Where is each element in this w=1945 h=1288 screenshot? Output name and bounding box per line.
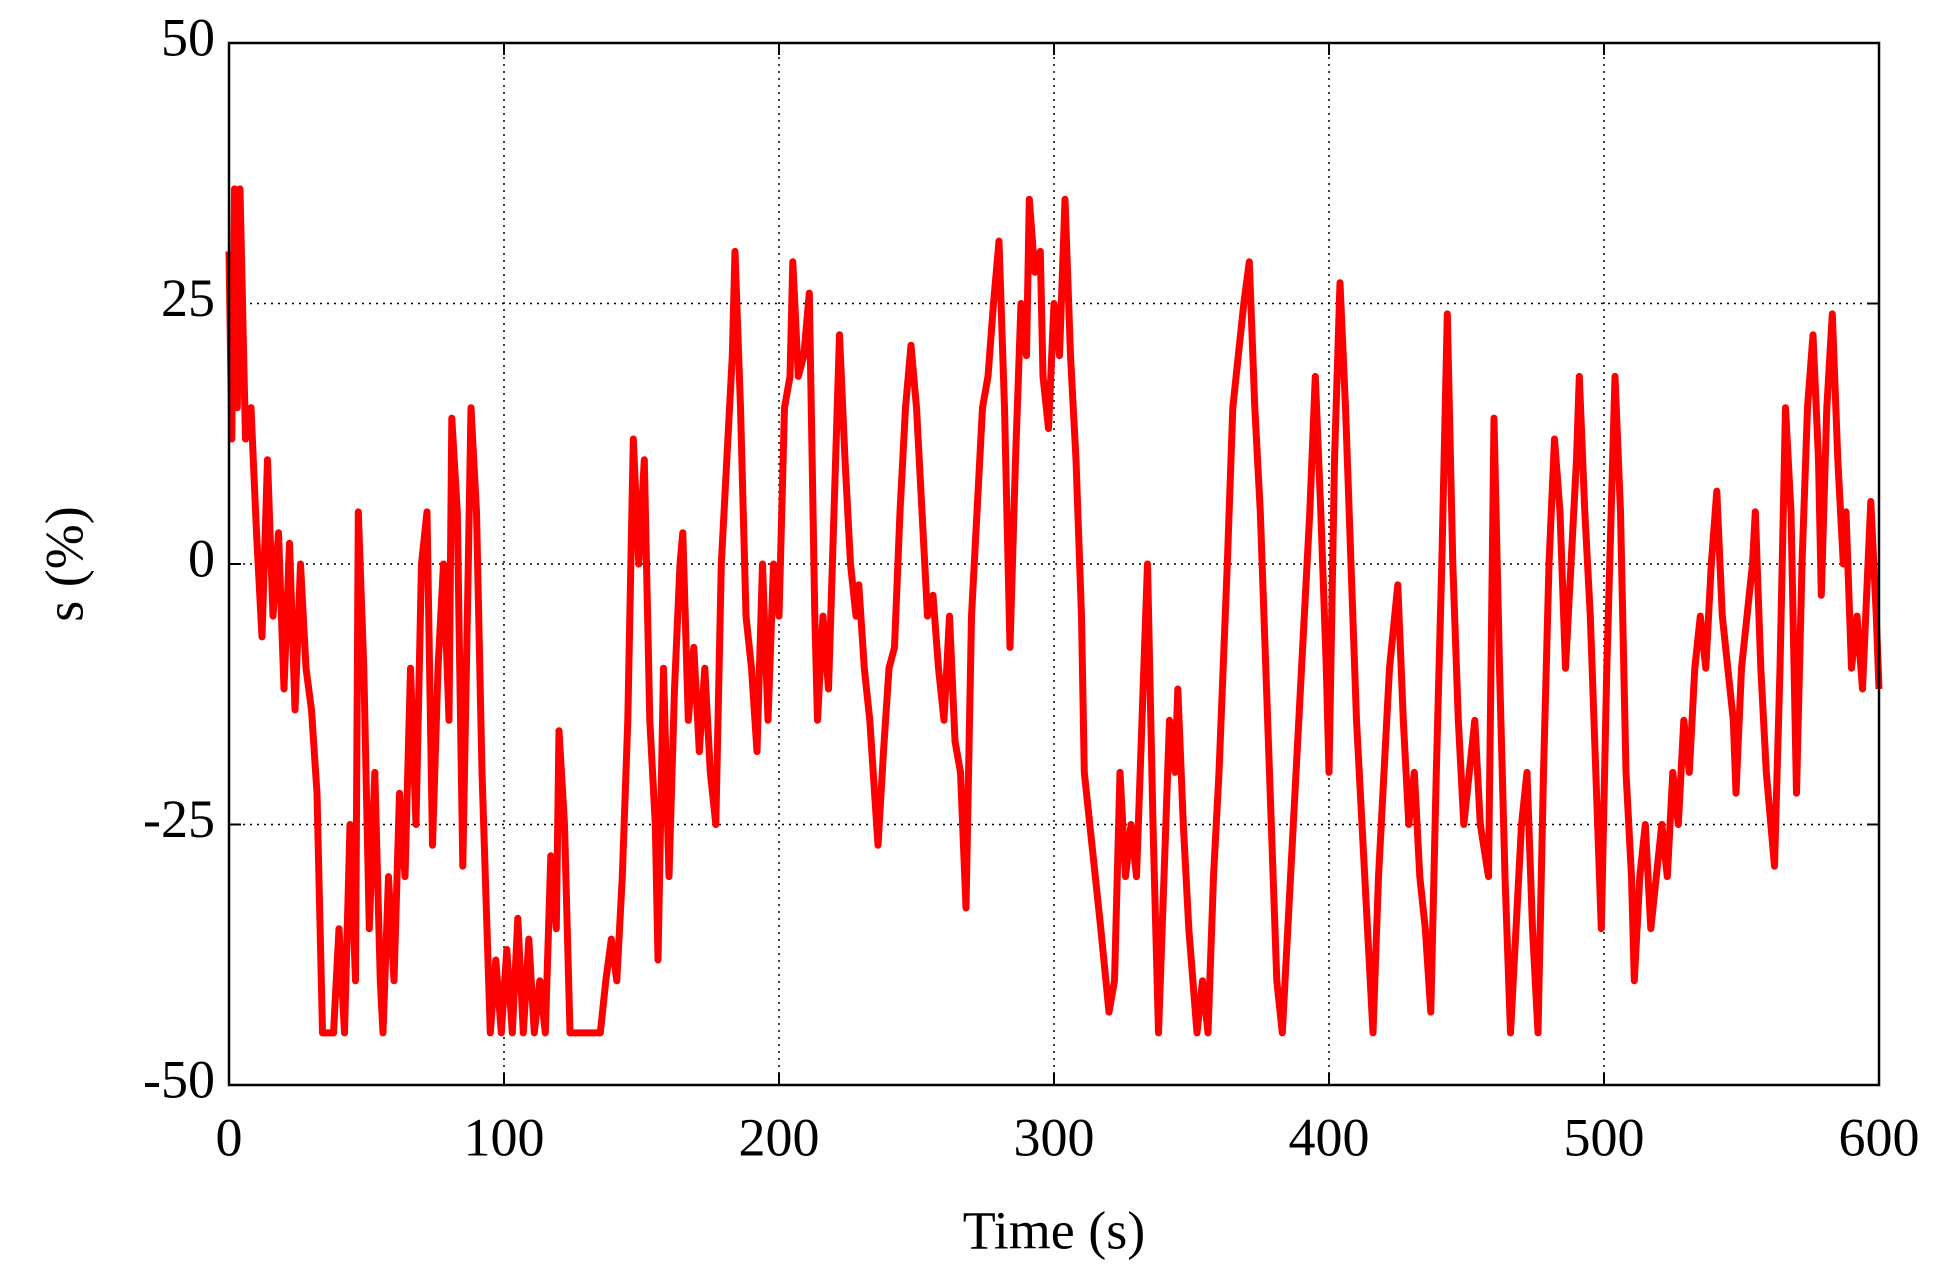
- x-tick-label: 600: [1839, 1107, 1920, 1167]
- x-tick-label: 200: [739, 1107, 820, 1167]
- x-tick-label: 300: [1014, 1107, 1095, 1167]
- x-axis-label: Time (s): [963, 1200, 1146, 1260]
- x-tick-label: 500: [1564, 1107, 1645, 1167]
- data-line: [225, 185, 1883, 1037]
- y-tick-label: -50: [143, 1049, 215, 1109]
- y-tick-label: 50: [161, 7, 215, 67]
- y-axis-label: s (%): [34, 506, 94, 621]
- x-tick-label: 0: [216, 1107, 243, 1167]
- x-tick-label: 400: [1289, 1107, 1370, 1167]
- y-tick-label: -25: [143, 789, 215, 849]
- y-tick-label: 25: [161, 268, 215, 328]
- x-tick-label: 100: [464, 1107, 545, 1167]
- y-tick-label: 0: [188, 528, 215, 588]
- plot-frame: [227, 41, 1881, 1087]
